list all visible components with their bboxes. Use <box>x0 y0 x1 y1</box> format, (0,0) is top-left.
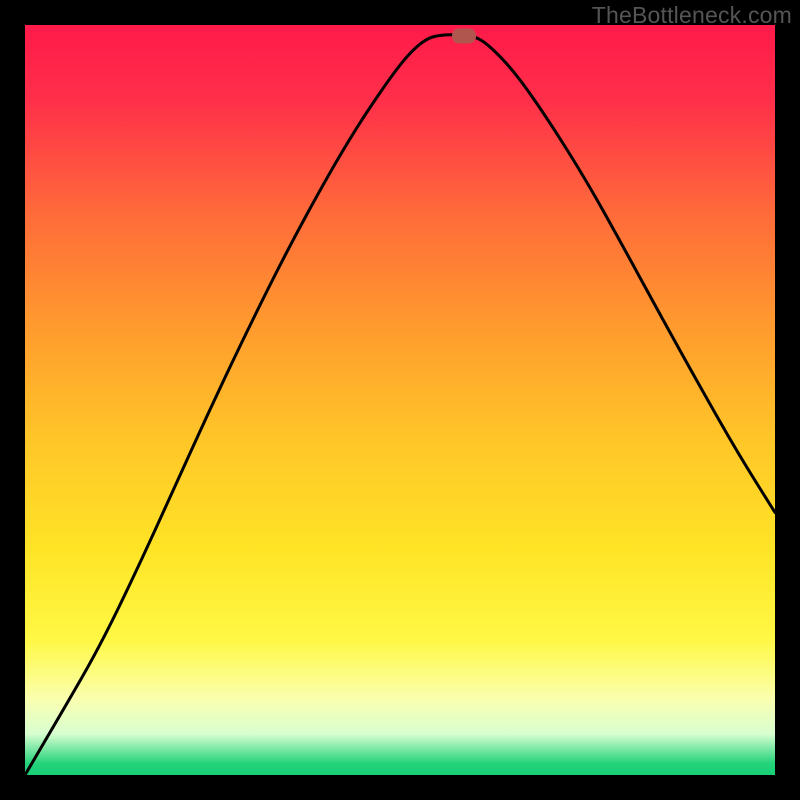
bottleneck-curve <box>25 25 775 775</box>
watermark-label: TheBottleneck.com <box>592 2 792 29</box>
plot-area <box>25 25 775 775</box>
minimum-marker <box>452 29 476 44</box>
curve-path <box>25 35 775 775</box>
chart-frame: TheBottleneck.com <box>0 0 800 800</box>
